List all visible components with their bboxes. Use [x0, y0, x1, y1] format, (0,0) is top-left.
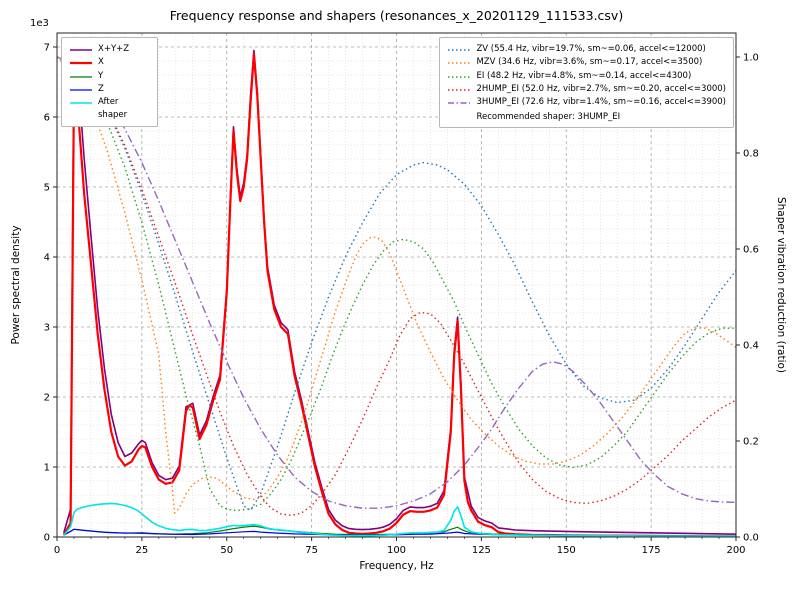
- legend-item-xyz: X+Y+Z: [69, 43, 150, 55]
- legend-label-mzv: MZV (34.6 Hz, vibr=3.6%, sm~=0.17, accel…: [476, 57, 703, 68]
- tick-label: 1: [44, 463, 50, 474]
- series-after-shaper: [63, 502, 736, 537]
- legend-item-after-shaper: After shaper: [69, 96, 150, 121]
- tick-label: 2: [44, 393, 50, 404]
- tick-label: 1.0: [743, 53, 759, 64]
- legend-item-z: Z: [69, 83, 150, 95]
- tick-label: 50: [220, 545, 233, 556]
- legend-item-mzv: MZV (34.6 Hz, vibr=3.6%, sm~=0.17, accel…: [447, 56, 726, 68]
- tick-label: 25: [136, 545, 149, 556]
- legend-line-sample-2hump-ei: [448, 89, 471, 91]
- y-axis-left-label: Power spectral density: [10, 225, 22, 345]
- legend-item-y: Y: [69, 70, 150, 82]
- series-z: [63, 528, 736, 537]
- y-axis-offset-text: 1e3: [30, 18, 49, 29]
- series-zv: [57, 56, 736, 512]
- legend-item-2hump-ei: 2HUMP_EI (52.0 Hz, vibr=2.7%, sm~=0.20, …: [447, 83, 726, 95]
- series-x: [62, 52, 736, 537]
- measurement-legend-rows: X+Y+Z X Y Z After shaper: [69, 43, 150, 121]
- tick-label: 0.4: [743, 341, 759, 352]
- tick-label: 0.2: [743, 437, 759, 448]
- tick-label: 3: [44, 323, 50, 334]
- legend-item-3hump-ei: 3HUMP_EI (72.6 Hz, vibr=1.4%, sm~=0.16, …: [447, 96, 726, 108]
- x-axis-label: Frequency, Hz: [359, 560, 434, 572]
- series-ei: [57, 56, 736, 512]
- legend-label-zv: ZV (55.4 Hz, vibr=19.7%, sm~=0.06, accel…: [476, 44, 706, 54]
- shaper-legend-rows: ZV (55.4 Hz, vibr=19.7%, sm~=0.06, accel…: [447, 43, 726, 109]
- tick-label: 0.0: [743, 533, 759, 544]
- tick-label: 175: [642, 545, 661, 556]
- measurement-legend: X+Y+Z X Y Z After shaper: [61, 37, 158, 127]
- legend-line-sample-after-shaper: [70, 102, 92, 105]
- tick-label: 125: [472, 545, 491, 556]
- legend-label-x: X: [98, 57, 104, 68]
- legend-label-3hump-ei: 3HUMP_EI (72.6 Hz, vibr=1.4%, sm~=0.16, …: [476, 97, 726, 108]
- tick-label: 100: [387, 545, 406, 556]
- legend-line-sample-zv: [448, 49, 471, 51]
- tick-label: 0: [54, 545, 60, 556]
- tick-label: 6: [44, 113, 50, 124]
- y-axis-right-label: Shaper vibration reduction (ratio): [775, 196, 787, 374]
- legend-line-sample-3hump-ei: [448, 102, 471, 104]
- tick-label: 150: [557, 545, 576, 556]
- legend-label-y: Y: [98, 70, 104, 81]
- chart-title: Frequency response and shapers (resonanc…: [169, 8, 624, 23]
- legend-line-sample-xyz: [70, 49, 92, 51]
- tick-label: 4: [44, 253, 50, 264]
- legend-line-sample-y: [70, 76, 92, 78]
- tick-label: 5: [44, 183, 50, 194]
- legend-item-zv: ZV (55.4 Hz, vibr=19.7%, sm~=0.06, accel…: [447, 43, 726, 55]
- legend-label-2hump-ei: 2HUMP_EI (52.0 Hz, vibr=2.7%, sm~=0.20, …: [476, 83, 726, 94]
- legend-line-sample-mzv: [448, 62, 471, 65]
- series-3hump-ei: [57, 56, 736, 509]
- legend-label-xyz: X+Y+Z: [98, 44, 130, 54]
- tick-label: 0.8: [743, 149, 759, 160]
- legend-label-ei: EI (48.2 Hz, vibr=4.8%, sm~=0.14, accel<…: [476, 70, 692, 81]
- tick-label: 7: [44, 43, 50, 54]
- recommended-shaper-note: Recommended shaper: 3HUMP_EI: [476, 111, 621, 122]
- tick-label: 75: [305, 545, 318, 556]
- legend-item-ei: EI (48.2 Hz, vibr=4.8%, sm~=0.14, accel<…: [447, 70, 726, 82]
- legend-line-sample-ei: [448, 75, 471, 78]
- shaper-legend: ZV (55.4 Hz, vibr=19.7%, sm~=0.06, accel…: [439, 37, 734, 128]
- legend-item-x: X: [69, 56, 150, 68]
- legend-label-z: Z: [98, 83, 104, 94]
- tick-label: 0.6: [743, 245, 759, 256]
- legend-label-after-shaper: After shaper: [98, 97, 128, 120]
- legend-line-sample-z: [70, 89, 92, 91]
- tick-label: 0: [44, 533, 50, 544]
- tick-label: 200: [726, 545, 745, 556]
- legend-line-sample-x: [70, 62, 92, 65]
